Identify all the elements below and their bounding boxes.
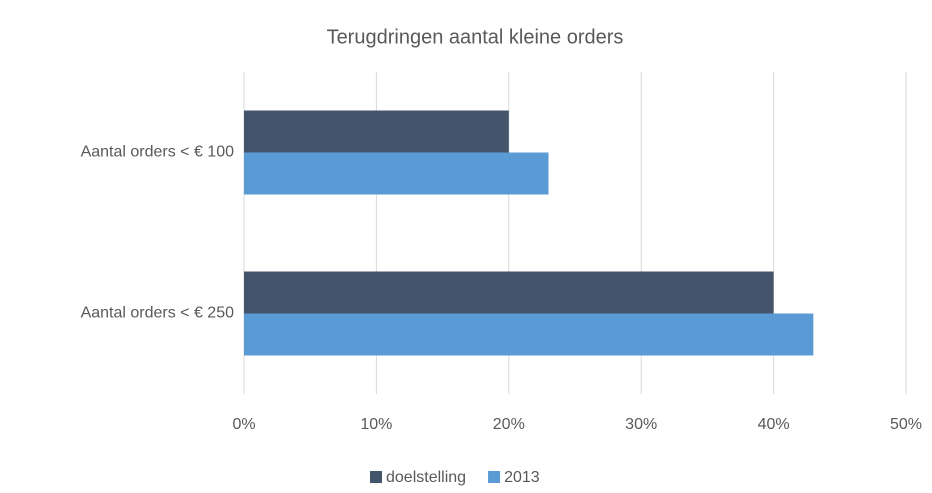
bar <box>244 110 509 153</box>
chart-title: Terugdringen aantal kleine orders <box>327 26 624 48</box>
legend-label: 2013 <box>504 469 540 486</box>
y-tick-label: Aantal orders < € 250 <box>81 305 235 322</box>
legend-label: doelstelling <box>386 469 466 486</box>
bar <box>244 313 814 356</box>
x-tick-label: 50% <box>890 416 922 433</box>
x-tick-label: 20% <box>493 416 525 433</box>
legend-swatch <box>488 471 501 483</box>
legend-swatch <box>370 471 382 483</box>
bar <box>244 271 774 314</box>
x-tick-label: 40% <box>758 416 790 433</box>
y-tick-label: Aantal orders < € 100 <box>81 144 235 161</box>
bar <box>244 152 549 195</box>
x-tick-label: 30% <box>625 416 657 433</box>
x-tick-label: 0% <box>232 416 255 433</box>
x-tick-label: 10% <box>360 416 392 433</box>
